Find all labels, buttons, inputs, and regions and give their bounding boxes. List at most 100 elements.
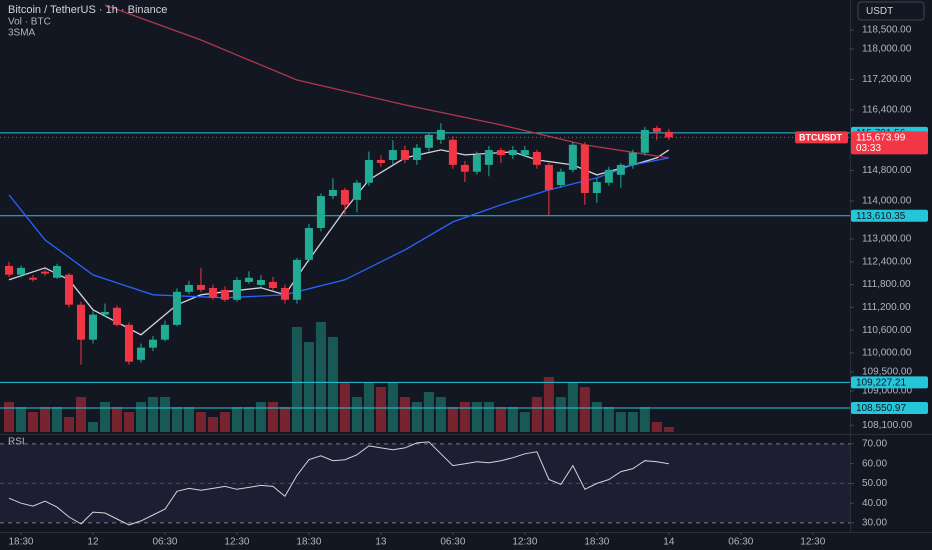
volume-bar — [135, 402, 146, 432]
candle-body — [364, 159, 373, 183]
volume-bar — [531, 397, 542, 432]
x-tick-label: 12 — [87, 537, 99, 548]
candle-body — [76, 304, 85, 340]
y-tick-label: 50.00 — [862, 478, 887, 489]
volume-bar — [231, 407, 242, 432]
candle-body — [88, 314, 97, 340]
candle-body — [112, 307, 121, 325]
volume-bar — [447, 407, 458, 432]
y-tick-label: 112,400.00 — [862, 256, 912, 267]
candle-body — [520, 150, 529, 156]
y-tick-label: 118,500.00 — [862, 25, 912, 36]
volume-bar — [27, 412, 38, 432]
volume-bar — [399, 397, 410, 432]
candle-body — [352, 182, 361, 200]
x-tick-label: 12:30 — [224, 537, 249, 548]
volume-bar — [591, 402, 602, 432]
y-tick-label: 109,000.00 — [862, 386, 912, 397]
volume-bar — [411, 402, 422, 432]
x-tick-label: 12:30 — [512, 537, 537, 548]
y-tick-label: 30.00 — [862, 518, 887, 529]
volume-bar — [87, 422, 98, 432]
candle-body — [256, 280, 265, 285]
candle-body — [460, 164, 469, 172]
candle-body — [160, 324, 169, 340]
volume-bar — [267, 402, 278, 432]
candle-body — [640, 129, 649, 153]
candle-body — [592, 181, 601, 194]
volume-bar — [123, 412, 134, 432]
candle-body — [496, 150, 505, 156]
volume-bar — [387, 382, 398, 432]
y-tick-label: 110,000.00 — [862, 348, 912, 359]
candle-body — [40, 271, 49, 274]
indicator-label: Vol · BTC — [8, 17, 51, 28]
level-label-box — [851, 209, 928, 222]
candle-body — [424, 134, 433, 148]
volume-bar — [579, 387, 590, 432]
plot-layer: 118,500.00 118,000.00 117,200.00 116,400.00… — [0, 4, 928, 548]
y-tick-label: 114,800.00 — [862, 165, 912, 176]
volume-bar — [555, 397, 566, 432]
x-tick-label: 06:30 — [440, 537, 465, 548]
candle-body — [172, 291, 181, 325]
candle-body — [232, 280, 241, 300]
volume-bar — [171, 407, 182, 432]
volume-bar — [39, 407, 50, 432]
y-tick-label: 111,800.00 — [862, 279, 911, 290]
candle-body — [472, 155, 481, 172]
countdown-label: 03:33 — [856, 143, 881, 154]
symbol-label: BTCUSDT — [799, 132, 842, 142]
candle-body — [568, 144, 577, 170]
volume-bar — [495, 407, 506, 432]
volume-bar — [219, 412, 230, 432]
candle-body — [628, 152, 637, 165]
volume-bar — [159, 397, 170, 432]
volume-bar — [483, 402, 494, 432]
volume-bar — [3, 402, 14, 432]
x-tick-label: 18:30 — [296, 537, 321, 548]
candle-body — [136, 347, 145, 360]
y-tick-label: 117,200.00 — [862, 74, 912, 85]
level-label: 108,550.97 — [856, 403, 906, 414]
chart-title: Bitcoin / TetherUS · 1h · Binance — [8, 4, 167, 16]
currency-button[interactable] — [857, 1, 925, 21]
volume-bar — [651, 422, 662, 432]
volume-bar — [111, 407, 122, 432]
candle-body — [148, 339, 157, 348]
candle-body — [280, 288, 289, 300]
moving-average-line — [8, 157, 669, 299]
candle-body — [376, 159, 385, 163]
volume-bar — [255, 402, 266, 432]
level-label: 113,610.35 — [856, 211, 906, 222]
y-tick-label: 109,500.00 — [862, 367, 912, 378]
x-tick-label: 12:30 — [800, 537, 825, 548]
candle-body — [328, 189, 337, 197]
candle-body — [340, 189, 349, 205]
volume-bar — [75, 397, 86, 432]
y-tick-label: 111,200.00 — [862, 302, 911, 313]
volume-bar — [627, 412, 638, 432]
x-tick-label: 06:30 — [152, 537, 177, 548]
volume-bar — [327, 337, 338, 432]
candle-body — [556, 171, 565, 186]
volume-bar — [507, 407, 518, 432]
y-tick-label: 113,000.00 — [862, 234, 912, 245]
y-tick-label: 60.00 — [862, 458, 887, 469]
volume-bar — [603, 407, 614, 432]
candle-body — [604, 169, 613, 183]
volume-bar — [615, 412, 626, 432]
candle-body — [304, 227, 313, 260]
candle-body — [580, 144, 589, 194]
candle-body — [292, 259, 301, 300]
y-tick-label: 116,400.00 — [862, 104, 912, 115]
candle-body — [16, 267, 25, 275]
candle-body — [268, 281, 277, 288]
y-tick-label: 40.00 — [862, 498, 887, 509]
rsi-title: RSI — [8, 437, 25, 448]
candle-body — [508, 150, 517, 156]
candle-body — [436, 129, 445, 140]
candle-body — [484, 150, 493, 165]
